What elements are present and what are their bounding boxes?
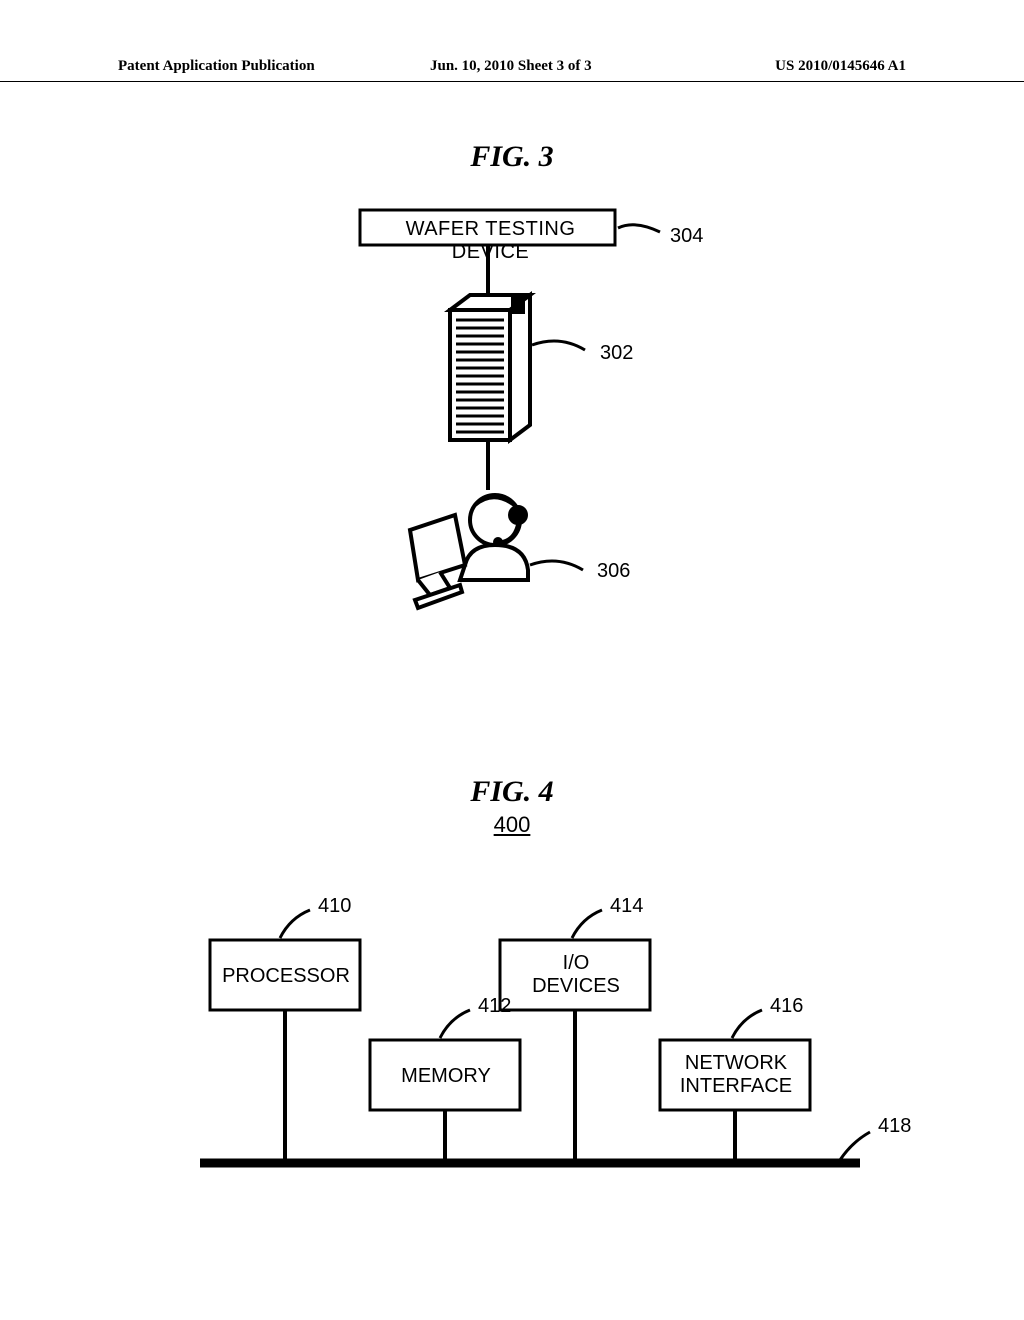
fig4-subtitle: 400 xyxy=(0,812,1024,838)
header-left: Patent Application Publication xyxy=(118,58,315,75)
net-label-2: INTERFACE xyxy=(662,1075,810,1098)
io-label-group: I/O DEVICES xyxy=(502,952,650,998)
ref-416: 416 xyxy=(770,995,803,1018)
ref-414: 414 xyxy=(610,895,643,918)
net-label-group: NETWORK INTERFACE xyxy=(662,1052,810,1098)
page: Patent Application Publication Jun. 10, … xyxy=(0,0,1024,1320)
fig4-title: FIG. 4 xyxy=(0,775,1024,809)
ref-412: 412 xyxy=(478,995,511,1018)
header-center: Jun. 10, 2010 Sheet 3 of 3 xyxy=(430,58,592,75)
ref-418: 418 xyxy=(878,1115,911,1138)
io-label-1: I/O xyxy=(502,952,650,975)
ref-410: 410 xyxy=(318,895,351,918)
io-label-2: DEVICES xyxy=(502,975,650,998)
memory-label: MEMORY xyxy=(372,1065,520,1088)
header: Patent Application Publication Jun. 10, … xyxy=(0,58,1024,82)
fig3-title: FIG. 3 xyxy=(0,140,1024,174)
ref-302: 302 xyxy=(600,342,633,365)
header-right: US 2010/0145646 A1 xyxy=(775,58,906,75)
fig4-diagram xyxy=(150,870,910,1210)
wafer-box-label: WAFER TESTING DEVICE xyxy=(368,218,613,264)
ref-306: 306 xyxy=(597,560,630,583)
processor-label: PROCESSOR xyxy=(212,965,360,988)
ref-304: 304 xyxy=(670,225,703,248)
net-label-1: NETWORK xyxy=(662,1052,810,1075)
